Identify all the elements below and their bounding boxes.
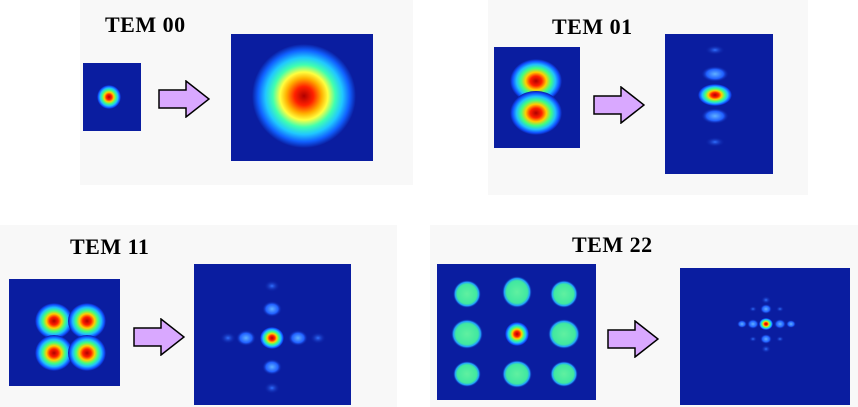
label-tem00: TEM 00 <box>105 12 186 37</box>
tem00-output-beam <box>231 34 373 161</box>
tem11-output-beam <box>194 264 351 405</box>
tem22-arrow-icon <box>607 320 659 358</box>
tem01-output-beam <box>665 34 773 174</box>
tem00-arrow-icon <box>158 80 210 118</box>
tem11-arrow-icon <box>133 318 185 356</box>
tem00-input-beam <box>83 63 141 131</box>
tem22-input-beam <box>437 264 596 400</box>
tem22-output-beam <box>680 268 850 405</box>
label-tem01: TEM 01 <box>552 14 633 39</box>
label-tem22: TEM 22 <box>572 232 653 257</box>
tem01-input-beam <box>494 47 580 148</box>
label-tem11: TEM 11 <box>70 234 150 259</box>
tem11-input-beam <box>9 279 120 386</box>
tem01-arrow-icon <box>593 86 645 124</box>
